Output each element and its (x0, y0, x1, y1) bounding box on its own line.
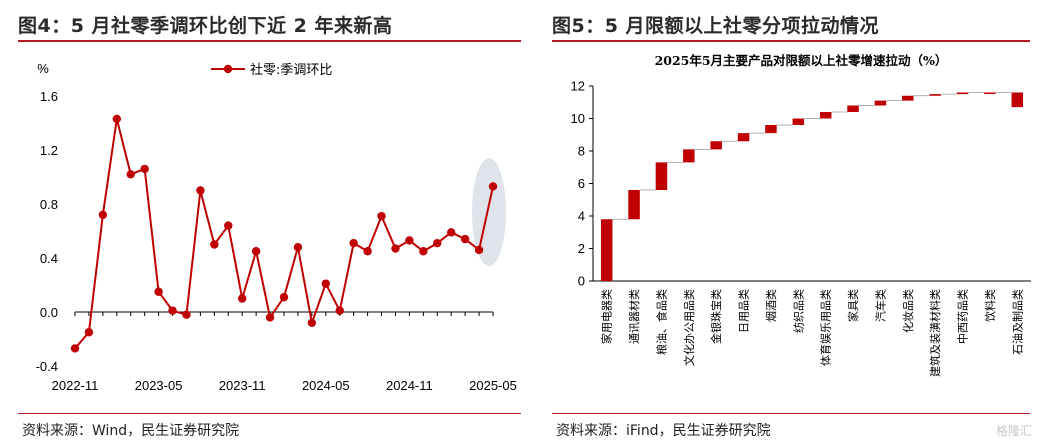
data-point (112, 114, 122, 124)
data-point (391, 244, 400, 253)
data-point (279, 292, 289, 302)
y-tick-label: 0.4 (40, 251, 58, 266)
data-point (168, 306, 177, 315)
x-tick-label: 2023-11 (219, 378, 266, 393)
right-source-rule (552, 413, 1030, 414)
category-label: 家用电器类 (600, 289, 614, 344)
waterfall-bar (929, 94, 941, 96)
data-point (70, 344, 80, 353)
waterfall-title: 2025年5月主要产品对限额以上社零增速拉动（%） (655, 53, 948, 68)
waterfall-bar (628, 190, 640, 220)
y-tick-label: 12 (571, 79, 585, 94)
category-label: 文化办公用品类 (682, 289, 696, 366)
data-point (433, 238, 442, 248)
waterfall-bar (710, 141, 722, 150)
waterfall-bar (902, 95, 914, 101)
x-tick-label: 2024-05 (302, 378, 350, 393)
category-label: 烟酒类 (764, 289, 778, 322)
watermark-logo: 格隆汇 (995, 424, 1032, 438)
y-tick-label: 2 (578, 241, 585, 256)
data-point (238, 294, 247, 303)
legend-marker (223, 64, 233, 74)
y-tick-label: 10 (571, 111, 585, 126)
data-point (98, 210, 108, 219)
waterfall-bar (819, 112, 832, 119)
data-point (265, 313, 275, 322)
waterfall-bar (792, 118, 805, 125)
x-tick-label: 2024-11 (386, 378, 433, 393)
data-point (84, 328, 94, 337)
x-tick-label: 2025-05 (469, 378, 517, 393)
waterfall-bar (683, 149, 695, 163)
y-tick-label: -0.4 (36, 359, 58, 374)
y-tick-label: 8 (578, 144, 585, 159)
data-point (349, 238, 358, 248)
waterfall-chart: 2025年5月主要产品对限额以上社零增速拉动（%） 12 10 8 6 4 2 0 家用电器类通… (571, 53, 1031, 377)
data-point (419, 247, 428, 256)
data-point (293, 243, 303, 252)
left-figure-panel: 图4：5 月社零季调环比创下近 2 年来新高 1.6 1.2 0.8 0.4 0.0 -0… (18, 15, 521, 439)
left-title-rule (18, 40, 521, 42)
right-figure-title: 图5：5 月限额以上社零分项拉动情况 (552, 15, 880, 37)
y-unit-label: % (37, 61, 49, 76)
data-point (224, 221, 233, 230)
data-point (140, 164, 149, 174)
category-label: 中西药品类 (956, 289, 970, 344)
waterfall-bar (1011, 92, 1024, 108)
waterfall-bar (737, 133, 750, 142)
y-tick-label: 0.8 (40, 197, 58, 212)
data-point (363, 247, 372, 256)
category-label: 日用品类 (737, 289, 751, 333)
category-label: 建筑及装潢材料类 (928, 289, 942, 377)
data-point (196, 186, 205, 195)
waterfall-bar (600, 219, 613, 281)
y-tick-label: 1.2 (40, 143, 58, 158)
y-tick-label: 1.6 (40, 89, 58, 104)
right-figure-panel: 图5：5 月限额以上社零分项拉动情况 2025年5月主要产品对限额以上社零增速拉… (541, 0, 1038, 443)
category-label: 饮料类 (983, 289, 997, 322)
data-point (488, 182, 498, 191)
category-label: 化妆品类 (901, 289, 915, 333)
waterfall-bar (984, 92, 996, 94)
waterfall-bar (847, 105, 859, 112)
data-point (447, 228, 456, 237)
category-label: 体育娱乐用品类 (819, 289, 833, 366)
waterfall-bar (956, 92, 969, 95)
data-point (126, 170, 135, 179)
category-label: 粮油、食品类 (654, 289, 668, 355)
data-point (251, 247, 261, 256)
right-source-note: 资料来源：iFind，民生证券研究院 (556, 423, 771, 439)
y-tick-label: 6 (578, 176, 585, 191)
data-point (377, 211, 386, 221)
category-label: 纺织品类 (791, 289, 805, 333)
waterfall-bar (874, 100, 887, 106)
category-label: 金银珠宝类 (709, 289, 723, 344)
waterfall-bar (765, 125, 777, 134)
x-tick-label: 2023-05 (135, 378, 183, 393)
legend-label: 社零:季调环比 (250, 62, 332, 78)
left-figure-title: 图4：5 月社零季调环比创下近 2 年来新高 (18, 15, 393, 37)
category-label: 通讯器材类 (627, 289, 641, 344)
category-label: 汽车类 (873, 289, 887, 322)
waterfall-bar (655, 162, 668, 190)
y-tick-label: 0.0 (40, 305, 58, 320)
data-point (154, 287, 163, 296)
right-title-rule (552, 40, 1030, 42)
line-chart: 1.6 1.2 0.8 0.4 0.0 -0.4% 2022-11 2023-05 2023-1… (36, 61, 517, 393)
data-point (307, 318, 317, 327)
data-point (321, 279, 330, 288)
data-point (210, 240, 219, 249)
category-label: 家具类 (846, 289, 860, 322)
left-source-rule (18, 413, 521, 414)
data-point (474, 245, 484, 255)
category-label: 石油及制品类 (1010, 289, 1024, 355)
data-point (460, 234, 470, 244)
x-tick-label: 2022-11 (52, 378, 99, 393)
left-source-note: 资料来源：Wind，民生证券研究院 (22, 423, 240, 439)
y-tick-label: 0 (578, 274, 585, 289)
data-point (405, 236, 414, 245)
data-point (182, 310, 191, 319)
data-point (335, 306, 344, 315)
y-tick-label: 4 (578, 209, 585, 224)
